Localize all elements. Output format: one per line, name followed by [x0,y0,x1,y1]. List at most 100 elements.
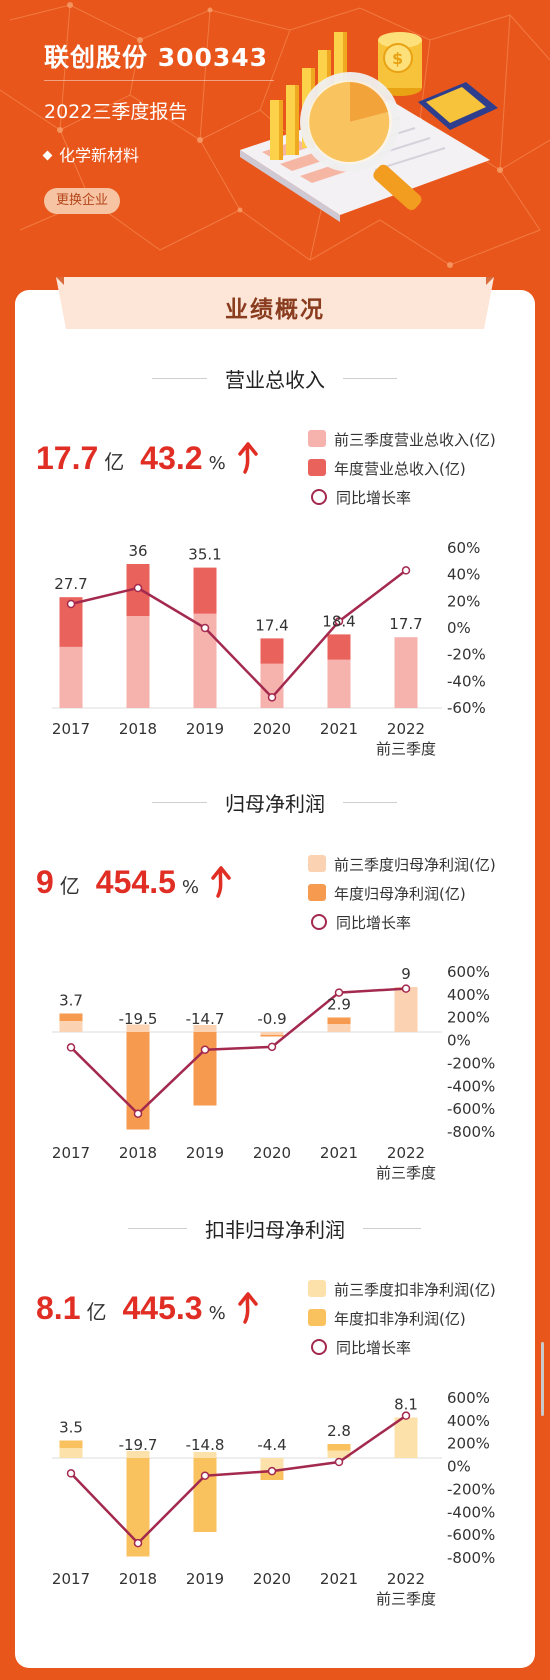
up-arrow-icon [238,442,258,474]
x-tick-label: 2020 [253,1570,291,1588]
x-tick-label: 2018 [119,1570,157,1588]
growth-point [401,1411,411,1420]
x-tick-label: 2022 [387,720,425,738]
header-divider [44,80,274,81]
kpi-unit: 亿 [86,1300,107,1324]
legend-label: 年度扣非净利润(亿) [334,1310,466,1328]
legend-item: 同比增长率 [308,1338,496,1367]
legend-item: 年度扣非净利润(亿) [308,1309,496,1338]
bar-q3 [394,637,418,708]
data-label: -0.9 [257,1010,286,1028]
section-title-deducted-profit: 扣非归母净利润 [15,1214,535,1243]
y2-tick-label: 200% [447,1009,490,1027]
kpi-revenue: 17.7 亿 43.2% [36,440,259,477]
y2-tick-label: -200% [447,1054,495,1072]
growth-point [200,1471,210,1480]
x-tick-label: 2019 [186,1570,224,1588]
legend-swatch [308,1280,326,1297]
kpi-growth: 454.5 [95,864,176,900]
data-label: 18.4 [322,612,355,630]
y2-tick-label: -800% [447,1123,495,1141]
x-tick-label: 2022 [387,1144,425,1162]
y2-tick-label: -60% [447,699,486,717]
kpi-percent-sign: % [208,453,226,474]
legend-item: 年度归母净利润(亿) [308,884,496,913]
data-label: 3.5 [59,1419,83,1437]
kpi-deducted-profit: 8.1 亿 445.3% [36,1290,259,1327]
x-tick-label: 2018 [119,1144,157,1162]
net-profit-chart: 3.7 -19.5 -14.7 -0.9 2.9 9 600% 400% 200% 0% -200%… [52,963,495,1182]
growth-point [267,693,277,702]
data-label: -19.7 [119,1436,158,1454]
x-tick-label: 前三季度 [376,1590,436,1608]
legend-swatch [308,1309,326,1326]
report-period: 2022三季度报告 [44,101,188,123]
y2-tick-label: -400% [447,1077,495,1095]
legend-item: 同比增长率 [308,913,496,942]
x-tick-label: 2020 [253,1144,291,1162]
y2-tick-label: 400% [447,986,490,1004]
y2-tick-label: 0% [447,1032,471,1050]
x-tick-label: 2021 [320,720,358,738]
bar-q3 [126,1451,150,1458]
section-title-net-profit: 归母净利润 [15,788,535,817]
growth-point [66,599,76,609]
bar-q3 [394,1417,418,1458]
section-title-text: 归母净利润 [207,792,343,816]
data-label: -14.7 [186,1010,225,1028]
bar-q3 [59,1448,83,1458]
bar-q3 [126,1024,150,1032]
growth-point [200,1045,210,1054]
bar-q3 [327,1450,351,1458]
x-tick-label: 2019 [186,720,224,738]
x-tick-label: 2017 [52,720,90,738]
data-label: 17.7 [389,615,422,633]
growth-point [267,1466,277,1476]
change-company-button[interactable]: 更换企业 [44,188,120,214]
growth-line [70,569,407,700]
legend-revenue: 前三季度营业总收入(亿) 年度营业总收入(亿) 同比增长率 [308,430,496,517]
bar-q3 [260,663,284,708]
data-label: 8.1 [394,1396,418,1414]
bar-annual [126,1032,150,1130]
growth-line [70,1414,407,1545]
kpi-percent-sign: % [208,1303,226,1324]
industry-label: 化学新材料 [59,146,140,165]
growth-point [401,566,411,575]
bar-q3 [193,1025,217,1032]
legend-label: 年度归母净利润(亿) [334,885,466,903]
data-label: 17.4 [255,616,288,634]
legend-net-profit: 前三季度归母净利润(亿) 年度归母净利润(亿) 同比增长率 [308,855,496,942]
kpi-percent-sign: % [181,877,199,898]
data-label: 9 [401,965,411,983]
legend-label: 前三季度扣非净利润(亿) [334,1281,496,1299]
legend-label: 前三季度营业总收入(亿) [334,431,496,449]
kpi-unit: 亿 [59,874,80,898]
kpi-value: 17.7 [36,440,99,476]
growth-point [401,984,411,993]
section-title-text: 扣非归母净利润 [187,1218,363,1242]
scrollbar[interactable] [541,1342,544,1416]
data-label: -19.5 [119,1010,158,1028]
growth-point [334,617,344,626]
x-tick-label: 2022 [387,1570,425,1588]
kpi-growth: 445.3 [122,1290,203,1326]
x-tick-label: 2018 [119,720,157,738]
x-tick-label: 前三季度 [376,740,436,758]
y2-tick-label: 40% [447,566,480,584]
growth-line [70,987,407,1116]
y2-tick-label: -200% [447,1480,495,1498]
legend-line-marker [311,1338,327,1355]
y2-tick-label: -40% [447,672,486,690]
growth-point [200,623,210,633]
growth-point [66,1469,76,1478]
bar-q3 [193,1452,217,1458]
y2-tick-label: 0% [447,619,471,637]
section-title-text: 营业总收入 [207,368,343,392]
growth-point [334,1457,344,1467]
finance-illustration-icon: $ [240,32,498,222]
data-label: -4.4 [257,1436,286,1454]
legend-label: 同比增长率 [336,914,412,932]
up-arrow-icon [238,1292,258,1324]
data-label: 2.9 [327,996,351,1014]
